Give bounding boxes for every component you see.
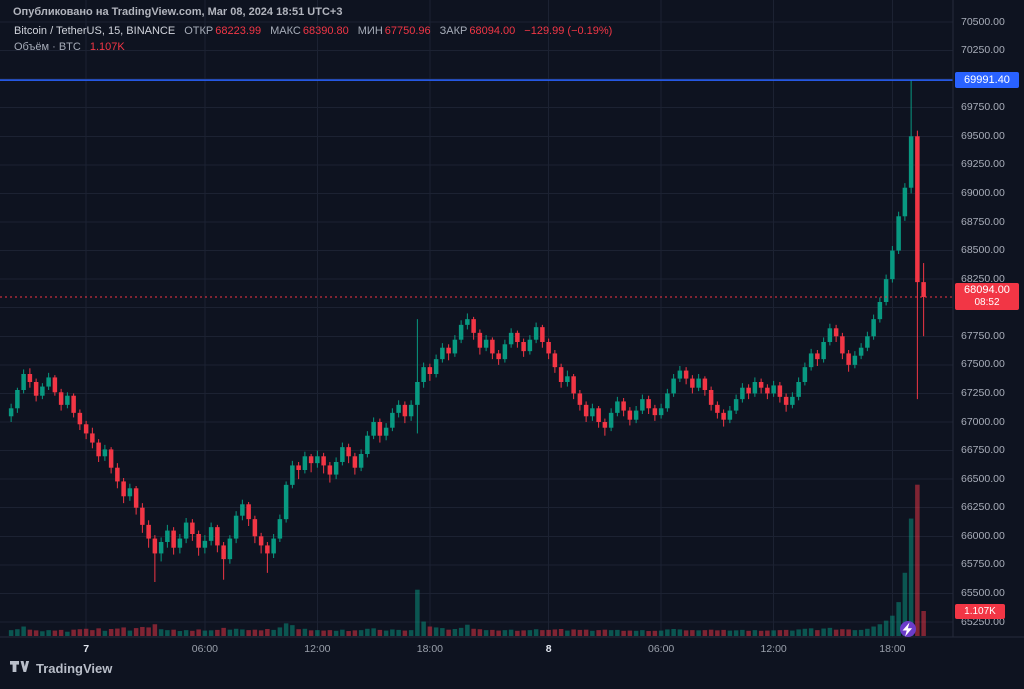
time-axis-label: 06:00: [647, 643, 675, 655]
ohlc-high: МАКС 68390.80: [270, 25, 349, 37]
price-axis-label: 65500.00: [961, 586, 1005, 599]
current-volume-label: 1.107K: [955, 604, 1005, 619]
high-price-label: 69991.40: [955, 72, 1019, 89]
bar-countdown: 08:52: [974, 296, 1000, 308]
time-axis-label: 12:00: [304, 643, 331, 655]
last-price-label: 68094.00 08:52: [955, 282, 1019, 310]
price-axis-label: 65750.00: [961, 558, 1005, 571]
time-axis-label: 8: [545, 643, 552, 655]
price-axis-label: 68500.00: [961, 244, 1005, 257]
price-axis-label: 68750.00: [961, 215, 1005, 228]
ohlc-close: ЗАКР 68094.00: [439, 25, 516, 37]
price-axis-label: 69250.00: [961, 158, 1005, 171]
price-axis-label: 68250.00: [961, 272, 1005, 285]
tradingview-footer: TradingView: [10, 661, 112, 676]
price-axis-label: 66250.00: [961, 501, 1005, 514]
time-axis-label: 7: [83, 643, 90, 655]
time-axis-label: 12:00: [760, 643, 787, 655]
price-change: −129.99 (−0.19%): [524, 25, 613, 37]
time-axis-label: 18:00: [879, 643, 906, 655]
ohlc-open: ОТКР 68223.99: [184, 25, 262, 37]
price-axis-label: 69000.00: [961, 186, 1005, 199]
price-axis-label: 67750.00: [961, 329, 1005, 342]
price-axis-label: 67250.00: [961, 386, 1005, 399]
published-header: Опубликовано на TradingView.com, Mar 08,…: [13, 6, 343, 18]
symbol-legend: Bitcoin / TetherUS, 15, BINANCE ОТКР 6822…: [14, 25, 612, 37]
price-axis-label: 66000.00: [961, 529, 1005, 542]
price-axis-label: 67500.00: [961, 358, 1005, 371]
price-axis-label: 69750.00: [961, 101, 1005, 114]
grid: [0, 0, 953, 637]
volume-bars: [8, 484, 926, 636]
volume-legend: Объём · BTC 1.107K: [14, 41, 125, 53]
last-price-value: 68094.00: [964, 283, 1010, 296]
symbol-title[interactable]: Bitcoin / TetherUS, 15, BINANCE: [14, 25, 176, 37]
price-axis-label: 67000.00: [961, 415, 1005, 428]
ohlc-low: МИН 67750.96: [357, 25, 431, 37]
time-axis-label: 18:00: [416, 643, 444, 655]
price-axis-label: 70250.00: [961, 44, 1005, 57]
volume-legend-label: Объём · BTC: [14, 41, 81, 53]
price-axis-label: 66500.00: [961, 472, 1005, 485]
tradingview-brand[interactable]: TradingView: [36, 661, 113, 676]
volume-legend-value: 1.107K: [89, 41, 125, 53]
lightning-icon[interactable]: [900, 621, 916, 637]
price-axis-label: 66750.00: [961, 444, 1005, 457]
price-axis-label: 69500.00: [961, 129, 1005, 142]
candles: [8, 80, 926, 582]
price-axis-label: 70500.00: [961, 15, 1005, 28]
tradingview-logo-icon[interactable]: [10, 661, 30, 676]
time-axis-label: 06:00: [191, 643, 219, 655]
